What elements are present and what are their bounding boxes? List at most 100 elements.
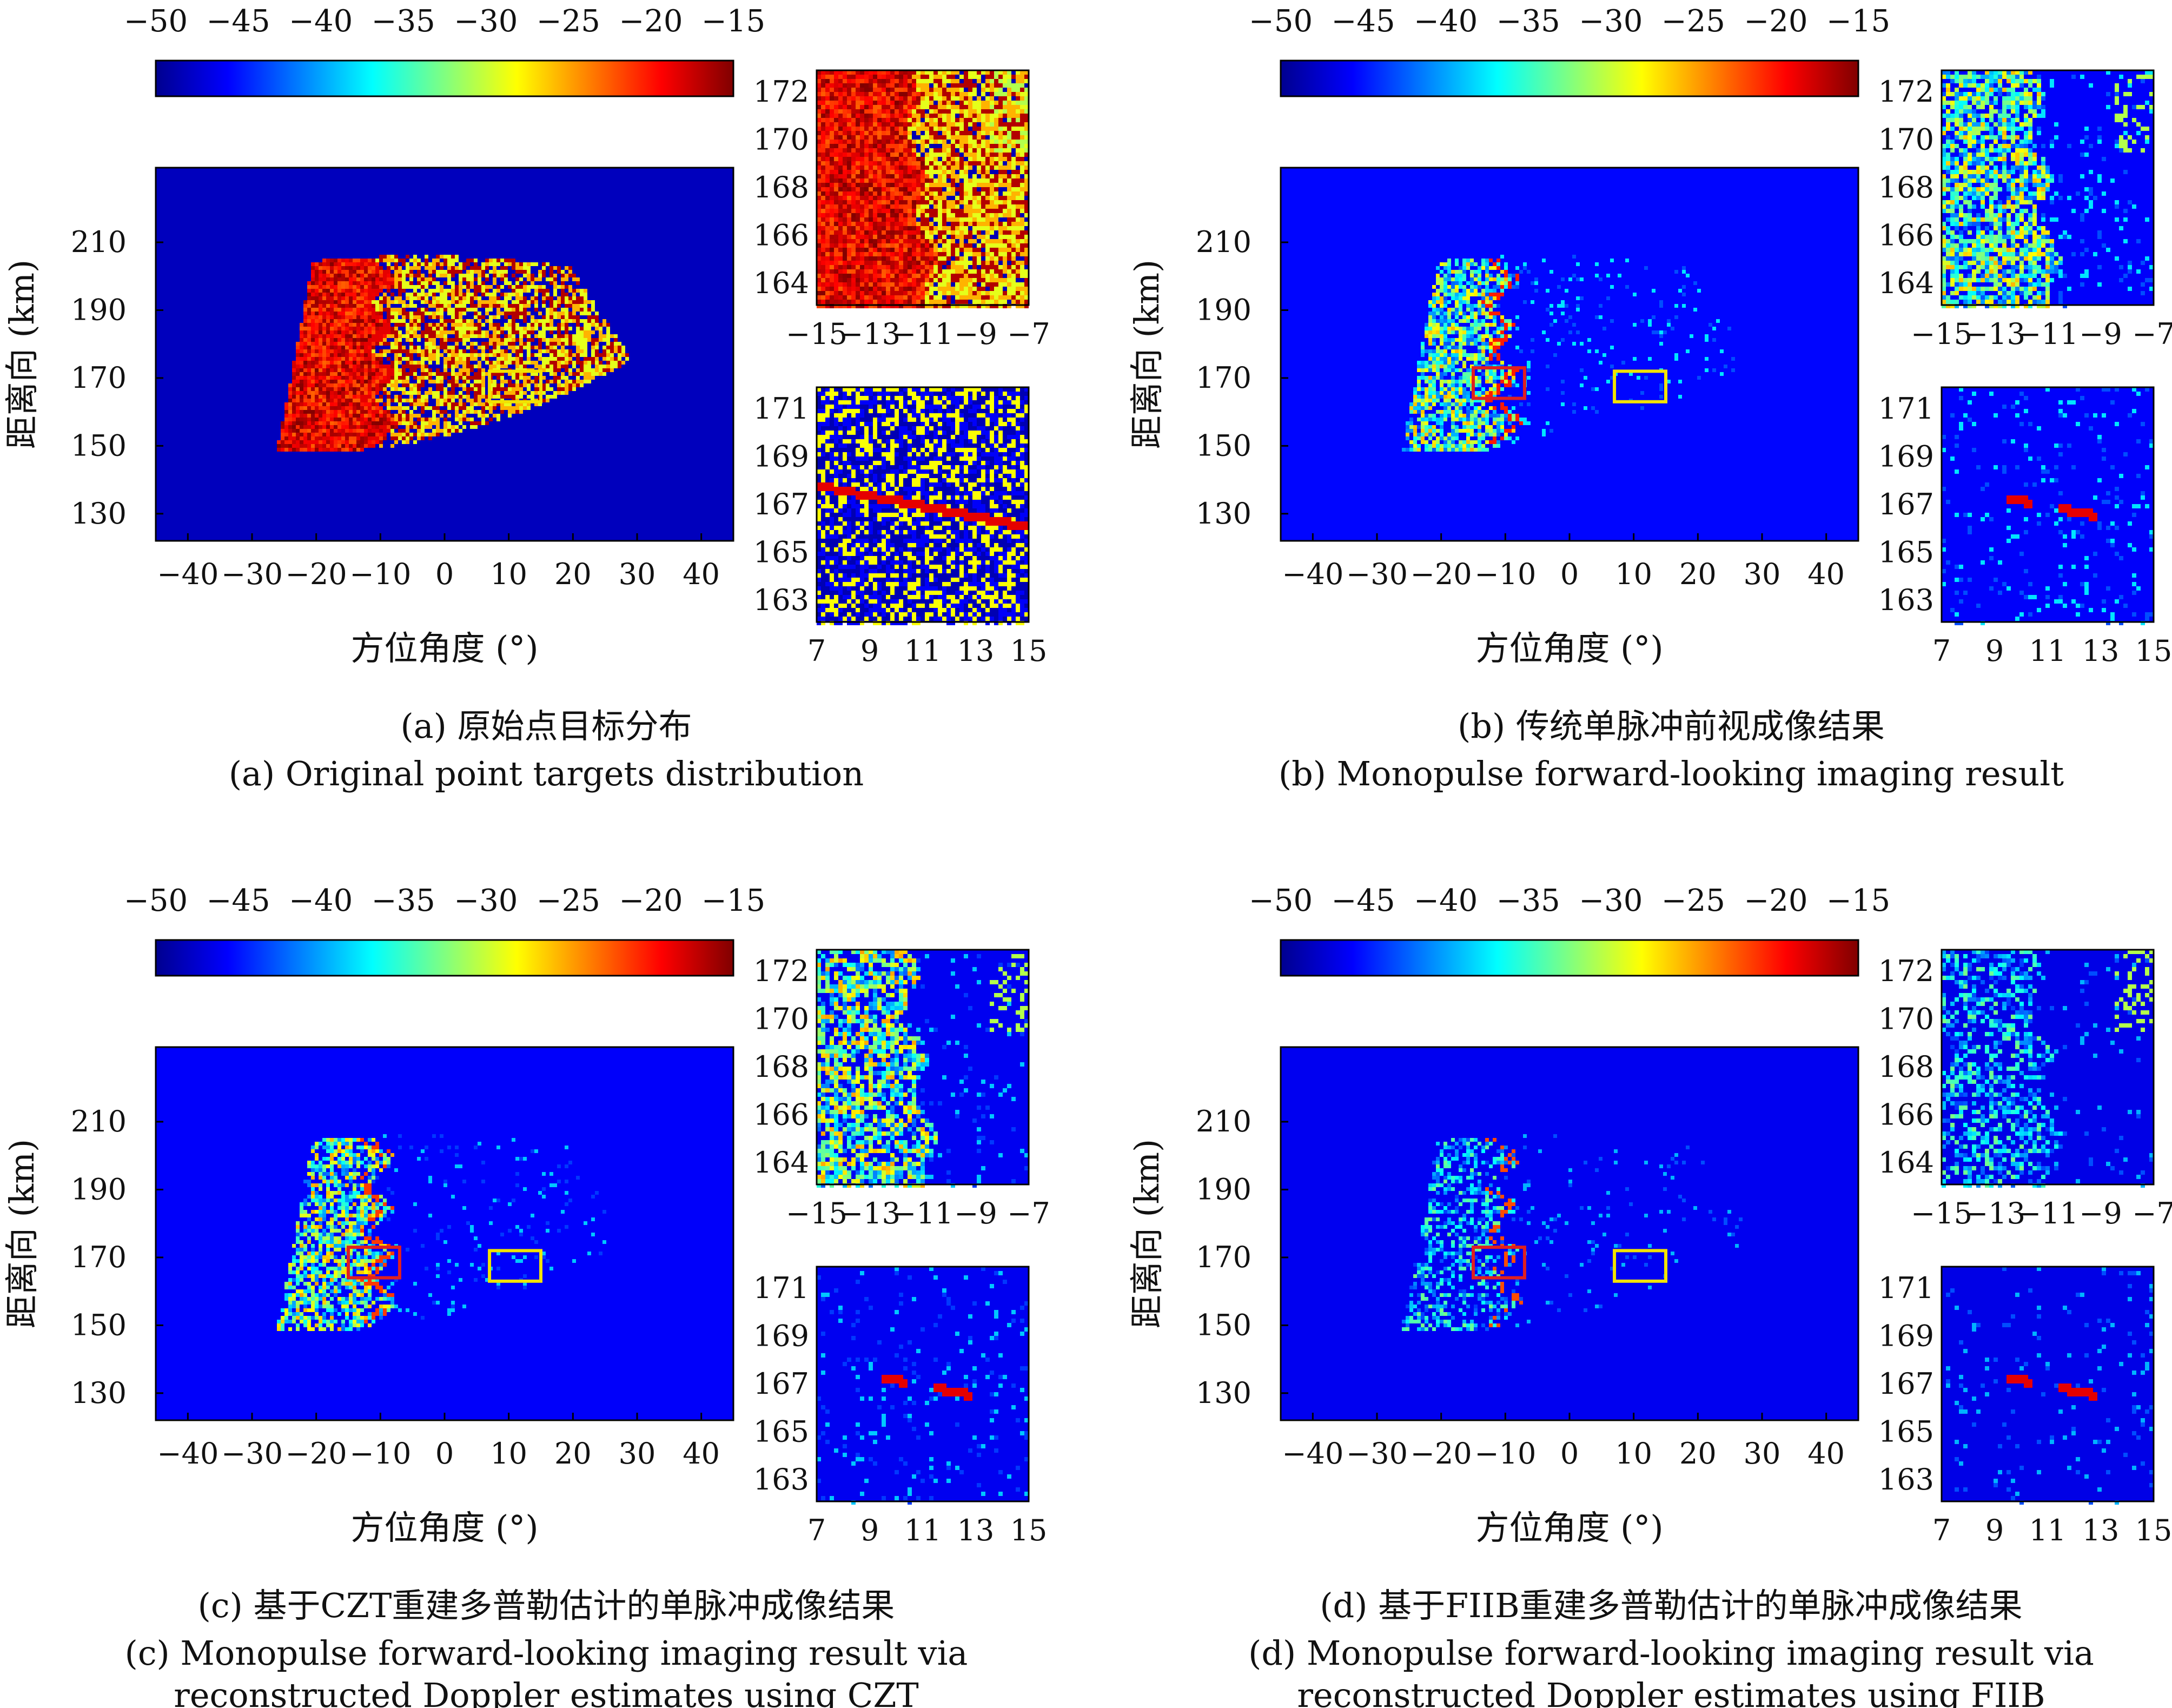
y-tick-label: 190 <box>71 293 127 327</box>
zoom-y-tick-label: 172 <box>753 75 809 109</box>
zoom-x-tick-label: 11 <box>2029 634 2067 668</box>
zoom-y-tick-label: 172 <box>1878 954 1934 988</box>
zoom-x-tick-label: −13 <box>1964 1196 2025 1230</box>
zoom-region-box <box>488 1249 542 1283</box>
zoom-y-tick-label: 164 <box>1878 266 1934 300</box>
x-tick-label: 20 <box>1679 1436 1717 1471</box>
zoom-region-box <box>1613 369 1667 403</box>
zoom-x-tick-label: 9 <box>1985 634 2004 668</box>
colorbar-tick-label: −35 <box>372 883 435 918</box>
x-tick-label: −40 <box>1282 557 1343 591</box>
main-image-pixels <box>277 1134 606 1331</box>
zoom-y-tick-label: 166 <box>753 219 809 253</box>
colorbar-tick-label: −40 <box>289 4 353 39</box>
x-tick-label: −10 <box>349 1436 411 1471</box>
colorbar-tick-label: −40 <box>1414 883 1478 918</box>
zoom-x-tick-label: 7 <box>1932 634 1951 668</box>
zoom-x-tick-label: 15 <box>1010 1513 1048 1547</box>
zoom-frame <box>1941 69 2155 306</box>
colorbar-tick-label: −20 <box>619 4 683 39</box>
zoom-x-tick-label: 11 <box>904 1513 942 1547</box>
zoom-x-tick-label: 7 <box>1932 1513 1951 1547</box>
colorbar-tick-label: −25 <box>1661 883 1725 918</box>
panel-a: −50 −45 −40 −35 −30 −25 −20 −15−40 −30 −20 −10 0 10 2… <box>2 4 1050 793</box>
zoom-y-tick-label: 167 <box>753 487 809 521</box>
x-tick-label: −40 <box>1282 1436 1343 1471</box>
zoom-y-tick-label: 166 <box>1878 219 1934 253</box>
colorbar-tick-label: −25 <box>537 883 600 918</box>
y-tick-label: 130 <box>1196 496 1251 531</box>
zoom-x-tick-label: −15 <box>786 317 847 351</box>
zoom-x-tick-label: 15 <box>1010 634 1048 668</box>
y-tick-label: 190 <box>71 1172 127 1206</box>
colorbar-tick-label: −15 <box>1826 883 1890 918</box>
zoom-x-tick-label: 9 <box>860 634 879 668</box>
zoom-y-tick-label: 167 <box>753 1367 809 1401</box>
zoom-y-tick-label: 170 <box>1878 1002 1934 1036</box>
y-tick-label: 130 <box>71 496 127 531</box>
colorbar-tick-label: −20 <box>619 883 683 918</box>
colorbar-tick-label: −40 <box>1414 4 1478 39</box>
zoom-x-tick-label: −15 <box>786 1196 847 1230</box>
zoom-y-tick-label: 168 <box>1878 1050 1934 1084</box>
zoom-x-tick-label: 13 <box>2082 1513 2120 1547</box>
zoom-y-tick-label: 167 <box>1878 1367 1934 1401</box>
zoom-region-box <box>347 1246 401 1280</box>
x-tick-label: 10 <box>1615 1436 1652 1471</box>
x-tick-label: 40 <box>683 1436 720 1471</box>
zoom-x-tick-label: 9 <box>860 1513 879 1547</box>
y-tick-label: 130 <box>1196 1376 1251 1410</box>
colorbar-tick-label: −35 <box>1496 883 1560 918</box>
zoom-x-tick-label: −15 <box>1911 317 1972 351</box>
y-tick-label: 150 <box>1196 1308 1251 1342</box>
colorbar-tick-label: −35 <box>372 4 435 39</box>
main-image-pixels <box>277 255 629 452</box>
main-image-pixels <box>1402 255 1735 452</box>
y-tick-label: 150 <box>1196 428 1251 462</box>
zoom-y-tick-label: 169 <box>753 440 809 474</box>
y-tick-label: 170 <box>71 361 127 395</box>
caption-chinese: (d) 基于FIIB重建多普勒估计的单脉冲成像结果 <box>1320 1586 2022 1625</box>
colorbar-tick-label: −50 <box>1249 4 1313 39</box>
zoom-y-tick-label: 163 <box>753 583 809 617</box>
zoom-y-tick-label: 163 <box>1878 1462 1934 1497</box>
caption-chinese: (c) 基于CZT重建多普勒估计的单脉冲成像结果 <box>198 1586 895 1625</box>
zoom-inset-top: −15−13−11 −9 −7 172 170 168 166 164 <box>1878 949 2172 1230</box>
colorbar-tick-label: −45 <box>1331 4 1395 39</box>
colorbar-tick-label: −45 <box>206 883 270 918</box>
x-tick-label: 30 <box>1744 557 1781 591</box>
zoom-frame <box>816 1266 1030 1502</box>
x-tick-label: −10 <box>1474 557 1536 591</box>
x-tick-label: −10 <box>349 557 411 591</box>
zoom-x-tick-label: 15 <box>2135 634 2172 668</box>
caption-chinese: (a) 原始点目标分布 <box>400 706 692 746</box>
colorbar-tick-label: −15 <box>701 883 765 918</box>
y-tick-label: 170 <box>71 1240 127 1274</box>
x-tick-label: −30 <box>221 557 283 591</box>
zoom-y-tick-label: 170 <box>753 123 809 157</box>
x-tick-label: 0 <box>1560 557 1579 591</box>
zoom-region-box <box>1472 366 1526 400</box>
x-tick-label: 20 <box>554 1436 592 1471</box>
y-tick-label: 170 <box>1196 361 1251 395</box>
zoom-x-tick-label: 7 <box>807 634 826 668</box>
y-tick-label: 190 <box>1196 1172 1251 1206</box>
zoom-x-tick-label: −11 <box>892 1196 953 1230</box>
x-tick-label: −30 <box>1346 1436 1408 1471</box>
colorbar-tick-label: −20 <box>1744 4 1807 39</box>
colorbar-tick-label: −15 <box>1826 4 1890 39</box>
zoom-x-tick-label: −15 <box>1911 1196 1972 1230</box>
zoom-y-tick-label: 170 <box>1878 123 1934 157</box>
caption-english: reconstructed Doppler estimates using CZ… <box>174 1676 919 1708</box>
main-image-background <box>156 168 733 541</box>
zoom-x-tick-label: −11 <box>892 317 953 351</box>
zoom-frame <box>816 386 1030 623</box>
colorbar-tick-label: −30 <box>1579 883 1643 918</box>
colorbar-tick-label: −30 <box>1579 4 1643 39</box>
zoom-y-tick-label: 172 <box>1878 75 1934 109</box>
zoom-inset-bottom: 7 9 11 13 15 171 169 167 165 163 <box>1878 386 2172 668</box>
colorbar-tick-label: −25 <box>1661 4 1725 39</box>
zoom-x-tick-label: 11 <box>2029 1513 2067 1547</box>
zoom-x-tick-label: −11 <box>2017 317 2078 351</box>
zoom-region-box <box>488 369 542 403</box>
